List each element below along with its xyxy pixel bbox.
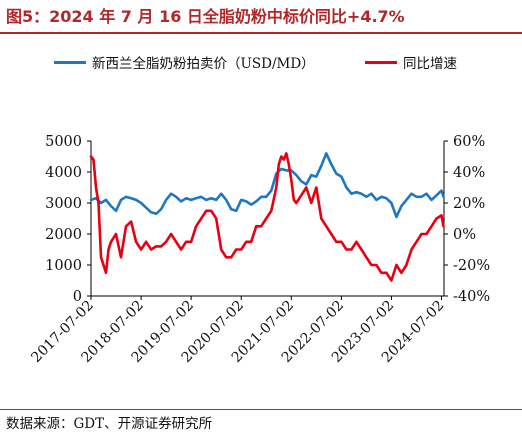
- legend-item-price: 新西兰全脂奶粉拍卖价（USD/MD）: [54, 52, 315, 72]
- legend-swatch-yoy: [365, 60, 397, 64]
- series-line-price: [89, 152, 445, 219]
- left-y-tick-label: 4000: [45, 165, 82, 181]
- left-y-tick-label: 1000: [45, 258, 82, 274]
- series-line-yoy: [89, 152, 445, 282]
- left-y-tick-label: 0: [73, 289, 82, 305]
- right-y-tick-label: 60%: [453, 134, 485, 150]
- left-y-tick-label: 2000: [45, 227, 82, 243]
- left-y-tick-label: 3000: [45, 196, 82, 212]
- source-note: 数据来源：GDT、开源证券研究所: [6, 416, 213, 432]
- chart-legend: 新西兰全脂奶粉拍卖价（USD/MD） 同比增速: [0, 52, 522, 72]
- legend-item-yoy: 同比增速: [365, 52, 457, 72]
- right-y-tick-label: -20%: [453, 258, 490, 274]
- right-y-tick-label: 20%: [453, 196, 485, 212]
- legend-swatch-price: [54, 60, 86, 64]
- footer-divider: [0, 409, 522, 410]
- right-y-tick-label: -40%: [453, 289, 490, 305]
- right-y-tick-label: 40%: [453, 165, 485, 181]
- legend-label-yoy: 同比增速: [403, 56, 457, 72]
- left-y-tick-label: 5000: [45, 134, 82, 150]
- chart-plot: 0 1000 2000 3000 4000 5000 -40% -20% 0% 20% 40% 60%…: [28, 134, 490, 366]
- title-divider: [0, 32, 522, 34]
- chart-title: 图5：2024 年 7 月 16 日全脂奶粉中标价同比+4.7%: [6, 7, 405, 26]
- right-y-tick-label: 0%: [453, 227, 476, 243]
- legend-label-price: 新西兰全脂奶粉拍卖价（USD/MD）: [92, 56, 315, 72]
